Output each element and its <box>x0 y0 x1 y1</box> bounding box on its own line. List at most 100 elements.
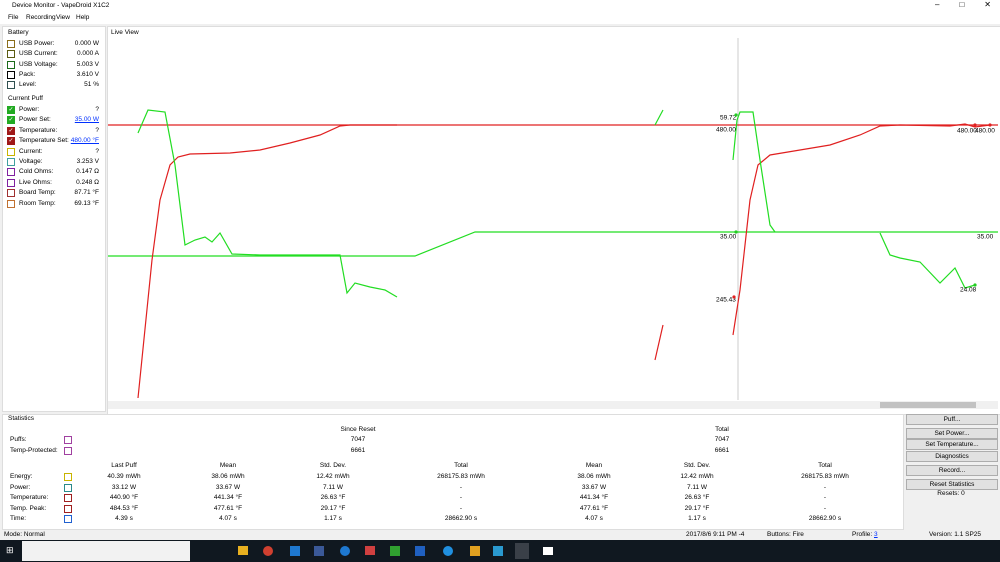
row-label: Board Temp: <box>19 189 56 197</box>
checkbox[interactable] <box>7 70 15 79</box>
value-link[interactable]: 35.00 W <box>74 116 99 124</box>
checkbox[interactable] <box>7 189 15 198</box>
status-profile-label: Profile: <box>852 531 873 538</box>
value-link[interactable]: 480.00 °F <box>70 137 99 145</box>
scrollbar[interactable] <box>108 401 998 409</box>
stat-value: - <box>823 504 827 512</box>
temp-line <box>732 123 991 336</box>
checkbox[interactable] <box>7 147 15 156</box>
checkbox[interactable] <box>7 178 15 187</box>
button[interactable]: Record... <box>906 465 998 476</box>
power-line <box>654 109 664 126</box>
menu-item[interactable]: File <box>8 14 19 21</box>
stat-value: 268175.83 mWh <box>801 473 849 480</box>
live-view-title: Live View <box>111 29 139 36</box>
value-label: 245.43 <box>716 297 736 304</box>
stat-value: 40.39 mWh <box>107 473 141 480</box>
checkbox[interactable] <box>64 515 72 523</box>
checkbox[interactable] <box>64 436 72 444</box>
stat-value: 4.39 s <box>115 515 133 522</box>
checkbox[interactable] <box>7 60 15 69</box>
group-header: Since Reset <box>340 426 376 433</box>
checkbox[interactable] <box>7 40 15 48</box>
status-buttons: Buttons: Fire <box>767 531 804 538</box>
value-label: 480.00 <box>957 128 977 135</box>
menu-item[interactable]: View <box>56 14 70 21</box>
checkbox[interactable]: ✓ <box>7 116 15 125</box>
row-label: Temperature: <box>19 126 58 134</box>
stat-value: 33.12 W <box>111 483 137 491</box>
value-label: 480.00 <box>975 128 995 135</box>
stat-value: 29.17 °F <box>320 504 346 512</box>
group-title: Battery <box>8 29 29 36</box>
stat-value: 1.17 s <box>324 515 342 522</box>
checkbox[interactable] <box>7 199 15 208</box>
stat-value: 484.53 °F <box>109 504 139 512</box>
button[interactable]: Diagnostics <box>906 451 998 462</box>
stat-value: 268175.83 mWh <box>437 473 485 480</box>
row-label: USB Power: <box>19 40 55 47</box>
button[interactable]: Puff... <box>906 414 998 425</box>
column-header: Mean <box>219 462 237 469</box>
button[interactable]: Reset Statistics <box>906 479 998 490</box>
status-version: Version: 1.1 SP25 <box>929 531 982 538</box>
checkbox[interactable] <box>7 168 15 177</box>
power-set-line <box>108 231 998 257</box>
checkbox[interactable]: ✓ <box>7 126 15 135</box>
row-value: 51 % <box>84 81 99 89</box>
checkbox[interactable] <box>7 50 15 59</box>
value-label: 35.00 <box>977 234 994 241</box>
column-header: Std. Dev. <box>683 462 711 469</box>
checkbox[interactable] <box>64 483 72 492</box>
row-value: 69.13 °F <box>74 199 99 207</box>
left-panel <box>2 26 106 412</box>
profile-link[interactable]: 3 <box>874 531 878 538</box>
stat-value: - <box>459 494 463 501</box>
stat-value: 440.90 °F <box>109 494 139 501</box>
menu-bar <box>0 11 1000 24</box>
checkbox[interactable]: ✓ <box>7 106 15 114</box>
column-header: Mean <box>585 462 603 469</box>
count-value: 6661 <box>350 447 366 454</box>
stat-label: Energy: <box>10 473 33 480</box>
row-label: Live Ohms: <box>19 178 52 186</box>
stat-value: 38.06 mWh <box>211 473 245 480</box>
value-label: 59.72 <box>720 115 737 122</box>
stat-label: Temperature: <box>10 494 49 501</box>
status-mode: Mode: Normal <box>4 531 45 538</box>
row-value: 87.71 °F <box>74 189 99 197</box>
checkbox[interactable] <box>64 473 72 481</box>
search-box[interactable] <box>22 541 190 561</box>
section-title: Statistics <box>8 415 35 422</box>
taskbar-icons <box>238 543 553 559</box>
checkbox[interactable]: ✓ <box>7 137 15 146</box>
power-line <box>137 109 398 298</box>
checkbox[interactable] <box>64 447 72 455</box>
scroll-thumb[interactable] <box>880 402 976 408</box>
window-controls[interactable]: –□✕ <box>935 0 991 9</box>
checkbox[interactable] <box>7 81 15 90</box>
stat-value: 33.67 W <box>581 483 607 491</box>
group-title: Current Puff <box>8 95 43 102</box>
row-value: 0.147 Ω <box>76 168 99 176</box>
button[interactable]: Set Temperature... <box>906 439 998 450</box>
row-value: 3.253 V <box>76 158 99 165</box>
row-label: Level: <box>19 81 37 89</box>
row-value: 0.000 W <box>74 40 99 47</box>
live-chart: 59.72480.0035.00245.4324.08480.00480.003… <box>108 38 998 409</box>
marker <box>732 295 736 299</box>
row-value: 0.248 Ω <box>76 178 99 186</box>
stat-value: 12.42 mWh <box>680 473 714 480</box>
button[interactable]: Set Power... <box>906 428 998 439</box>
menu-item[interactable]: Help <box>76 14 90 21</box>
stat-label: Power: <box>10 483 31 491</box>
checkbox[interactable] <box>64 504 72 513</box>
checkbox[interactable] <box>7 158 15 166</box>
start-button[interactable]: ⊞ <box>6 545 14 555</box>
group-header: Total <box>715 426 729 433</box>
menu-item[interactable]: Recording <box>26 14 56 21</box>
checkbox[interactable] <box>64 494 72 502</box>
value-label: 35.00 <box>720 234 737 241</box>
marker <box>988 123 992 127</box>
